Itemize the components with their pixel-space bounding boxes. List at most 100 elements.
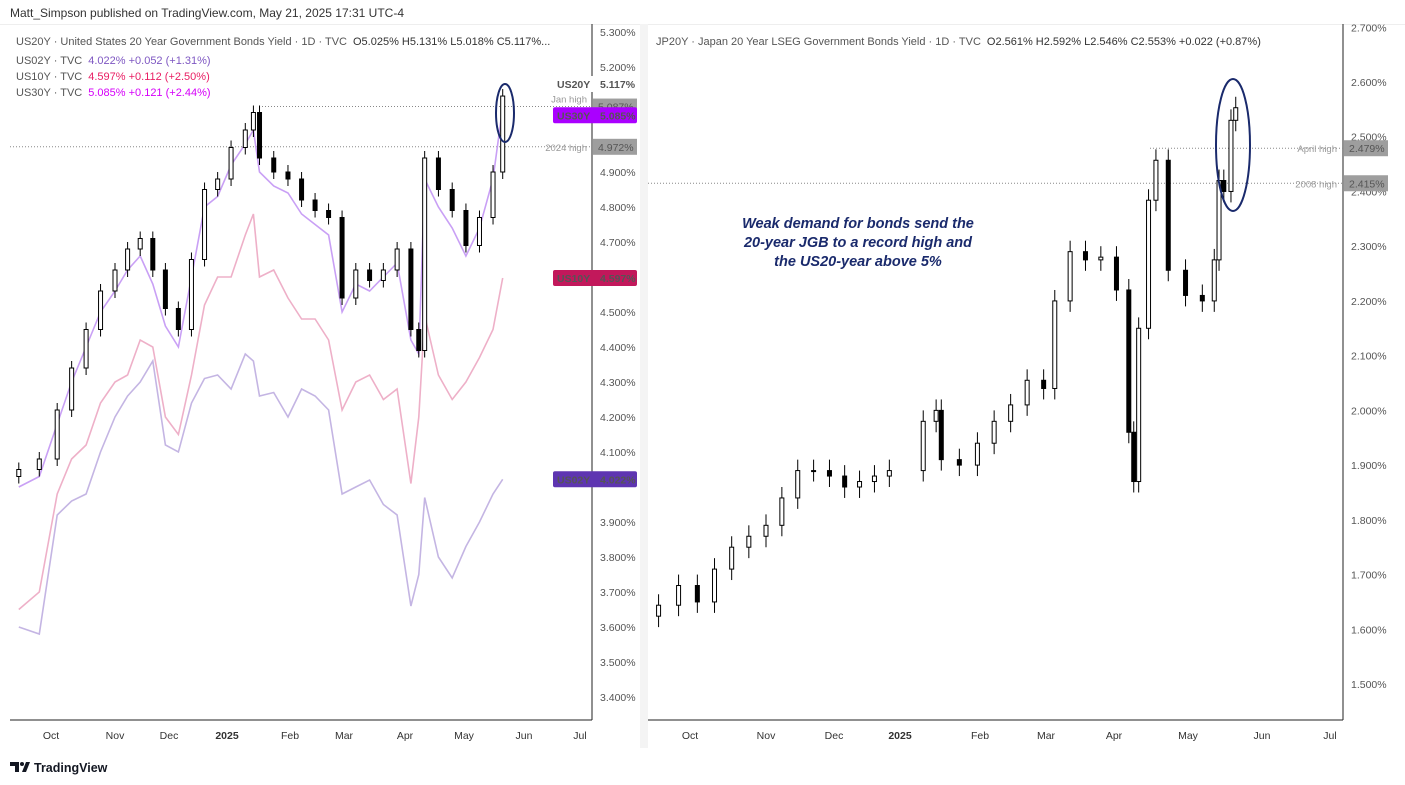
jp20y-candle[interactable] xyxy=(1098,246,1104,271)
us20y-candle[interactable] xyxy=(271,151,277,179)
us20y-candle[interactable] xyxy=(162,263,168,316)
us20y-candle[interactable] xyxy=(257,105,263,166)
jp20y-candle[interactable] xyxy=(1211,248,1217,312)
jp20y-candle[interactable] xyxy=(694,574,700,613)
jp20y-candle[interactable] xyxy=(656,594,662,628)
us20y-candle[interactable] xyxy=(98,284,104,337)
jp20y-candle[interactable] xyxy=(1199,284,1205,312)
us20y-candle[interactable] xyxy=(228,140,234,187)
us20y-candle[interactable] xyxy=(422,151,428,358)
us20y-candle[interactable] xyxy=(54,403,60,466)
us20y-candle[interactable] xyxy=(299,172,305,207)
jp20y-candle[interactable] xyxy=(779,487,785,537)
us02y-legend[interactable]: US02Y · TVC 4.022% +0.052 (+1.31%) xyxy=(16,55,211,67)
us20y-candle[interactable] xyxy=(353,263,359,305)
us20y-candle[interactable] xyxy=(476,210,482,253)
y-tick-label: 4.800% xyxy=(600,202,636,214)
jp20y-candle[interactable] xyxy=(1113,246,1119,301)
us10y-legend[interactable]: US10Y · TVC 4.597% +0.112 (+2.50%) xyxy=(16,71,210,83)
us20y-candle[interactable] xyxy=(188,252,194,337)
jp20y-candle[interactable] xyxy=(1233,96,1239,132)
us20y-legend-title[interactable]: US20Y · United States 20 Year Government… xyxy=(16,36,550,48)
us20y-candle[interactable] xyxy=(326,203,332,225)
jp20y-candle[interactable] xyxy=(956,448,962,477)
jp20y-candle[interactable] xyxy=(746,525,752,559)
candle-body xyxy=(811,470,817,473)
jp20y-candle[interactable] xyxy=(676,574,682,617)
us20y-candle[interactable] xyxy=(408,242,414,337)
us20y-candle[interactable] xyxy=(463,203,469,253)
jp20y-legend-title[interactable]: JP20Y · Japan 20 Year LSEG Government Bo… xyxy=(656,36,1261,48)
jp20y-candle[interactable] xyxy=(1183,259,1189,307)
jp20y-candle[interactable] xyxy=(1008,393,1014,433)
us20y-candle[interactable] xyxy=(202,182,208,267)
us20y-candle[interactable] xyxy=(285,165,291,186)
us20y-candle[interactable] xyxy=(312,193,318,218)
candle-body xyxy=(712,568,718,603)
jp20y-candle[interactable] xyxy=(1131,421,1137,493)
us20y-candle[interactable] xyxy=(416,322,422,358)
jp20y-candle[interactable] xyxy=(826,459,832,488)
jp20y-candle[interactable] xyxy=(920,410,926,482)
us20y-candle[interactable] xyxy=(339,210,345,306)
us20y-candle[interactable] xyxy=(69,361,75,417)
candle-body xyxy=(886,470,892,477)
us20y-candle[interactable] xyxy=(16,462,22,484)
us20y-candle[interactable] xyxy=(380,263,386,288)
jp20y-candle[interactable] xyxy=(1146,189,1152,340)
us20y-candle[interactable] xyxy=(175,301,181,337)
jp20y-candle[interactable] xyxy=(795,459,801,509)
us20y-highlight-ellipse xyxy=(495,83,515,143)
us20y-candle[interactable] xyxy=(490,165,496,225)
jp20y-candle[interactable] xyxy=(1041,369,1047,400)
candle-body xyxy=(1165,159,1171,271)
candle-body xyxy=(98,290,104,330)
jp20y-candle[interactable] xyxy=(1052,289,1058,400)
tradingview-logo[interactable]: TradingView xyxy=(10,761,108,775)
us20y-candle[interactable] xyxy=(449,182,455,218)
jp20y-candle[interactable] xyxy=(991,410,997,455)
jp20y-candle[interactable] xyxy=(1082,240,1088,271)
us30y-legend[interactable]: US30Y · TVC 5.085% +0.121 (+2.44%) xyxy=(16,87,211,99)
us20y-candle[interactable] xyxy=(150,231,156,278)
jp20y-candle[interactable] xyxy=(1228,109,1234,203)
us20y-candle[interactable] xyxy=(435,151,441,197)
us20y-candle[interactable] xyxy=(367,263,373,288)
us20y-candle[interactable] xyxy=(394,242,400,277)
jp20y-candle[interactable] xyxy=(886,459,892,488)
jp20y-candle[interactable] xyxy=(933,399,939,433)
jp20y-candle[interactable] xyxy=(1136,317,1142,493)
jp20y-candle[interactable] xyxy=(811,459,817,482)
jp20y-candle[interactable] xyxy=(712,558,718,613)
jp20y-candle[interactable] xyxy=(974,432,980,477)
jp20y-candle[interactable] xyxy=(1067,240,1073,312)
jp20y-candle[interactable] xyxy=(1165,149,1171,282)
us10y-line[interactable] xyxy=(18,213,504,611)
jp20y-candle[interactable] xyxy=(1126,279,1132,444)
us20y-candle[interactable] xyxy=(250,105,256,138)
pane-separator[interactable] xyxy=(640,24,648,748)
candle-body xyxy=(1228,119,1234,192)
us20y-candle[interactable] xyxy=(125,242,131,277)
jp20y-candle[interactable] xyxy=(1153,149,1159,212)
jp20y-candle[interactable] xyxy=(871,465,877,493)
candle-body xyxy=(920,420,926,472)
jp20y-candle[interactable] xyxy=(938,399,944,471)
jp20y-candle[interactable] xyxy=(842,465,848,498)
us20y-candle[interactable] xyxy=(83,322,89,376)
us20y-candle[interactable] xyxy=(36,452,42,477)
us20y-candle[interactable] xyxy=(242,123,248,155)
x-tick-label: Oct xyxy=(43,730,59,742)
us20y-candle[interactable] xyxy=(112,263,118,298)
jp20y-candle[interactable] xyxy=(729,536,735,581)
jp20y-candle[interactable] xyxy=(857,470,863,498)
jp20y-candle[interactable] xyxy=(763,514,769,548)
us20y-candle[interactable] xyxy=(215,172,221,197)
us02y-line[interactable] xyxy=(18,352,504,636)
jp20y-candle[interactable] xyxy=(1221,169,1227,203)
us20y-candle[interactable] xyxy=(500,89,506,179)
us-yields-pane[interactable]: 5.300% 5.200% 4.900% 4.800% 4.700% 4.500% 4.40… xyxy=(10,24,637,742)
jgb-pane[interactable]: 2.700%2.600%2.500%2.400%2.300%2.200%2.10… xyxy=(640,22,1388,748)
jp20y-candle[interactable] xyxy=(1024,369,1030,416)
us20y-candle[interactable] xyxy=(137,231,143,257)
